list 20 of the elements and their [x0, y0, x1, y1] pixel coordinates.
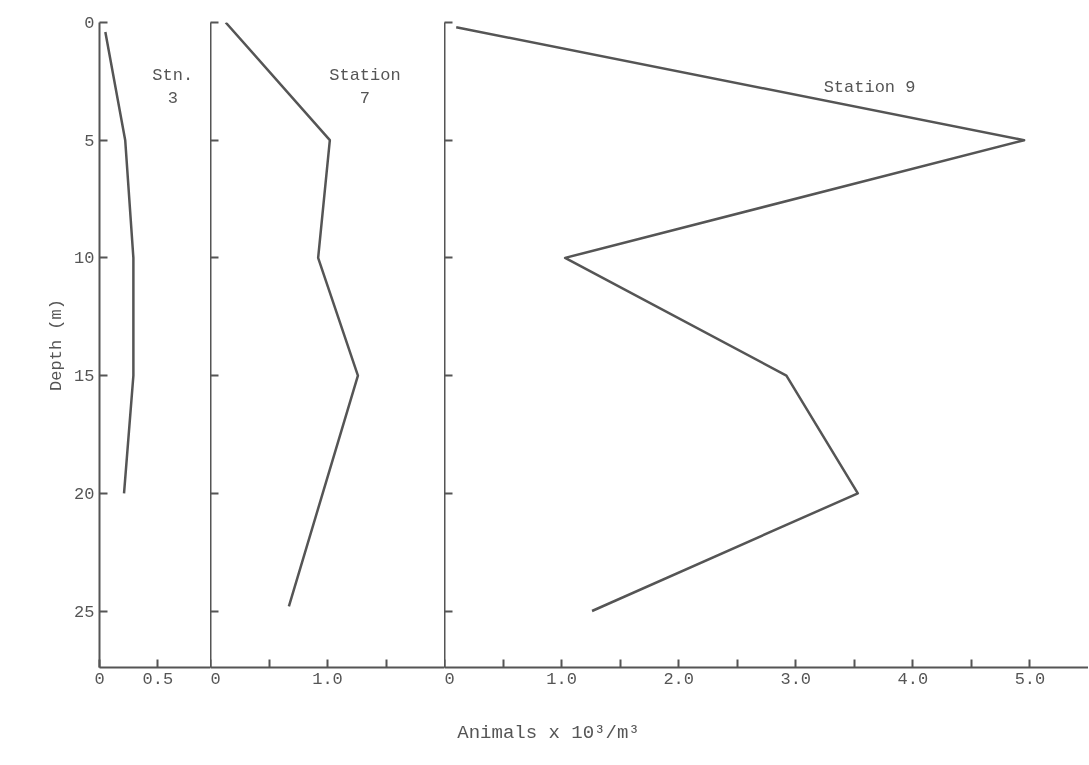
x-tick-label: 0 — [444, 669, 455, 689]
y-tick-label: 25 — [74, 602, 95, 622]
y-axis-title: Depth (m) — [47, 299, 67, 391]
y-tick-label: 0 — [84, 14, 95, 33]
x-tick-label: 2.0 — [663, 669, 694, 689]
y-tick-label: 20 — [74, 484, 95, 504]
x-tick-label: 4.0 — [897, 669, 929, 689]
x-tick-label: 5.0 — [1014, 669, 1046, 689]
y-tick-label: 15 — [74, 367, 95, 387]
series-label: Station 7 — [329, 66, 401, 108]
series-label: Station 9 — [823, 77, 916, 97]
y-tick-label: 5 — [84, 131, 95, 151]
x-tick-label: 0.5 — [142, 669, 174, 689]
x-tick-label: 1.0 — [312, 669, 343, 689]
series-label: Stn. 3 — [152, 66, 194, 108]
x-tick-label: 3.0 — [780, 669, 812, 689]
x-axis-title: Animals x 10³/m³ — [457, 721, 640, 746]
y-tick-label: 10 — [74, 249, 95, 269]
x-tick-label: 1.0 — [546, 669, 577, 689]
x-tick-label: 0 — [210, 669, 221, 689]
